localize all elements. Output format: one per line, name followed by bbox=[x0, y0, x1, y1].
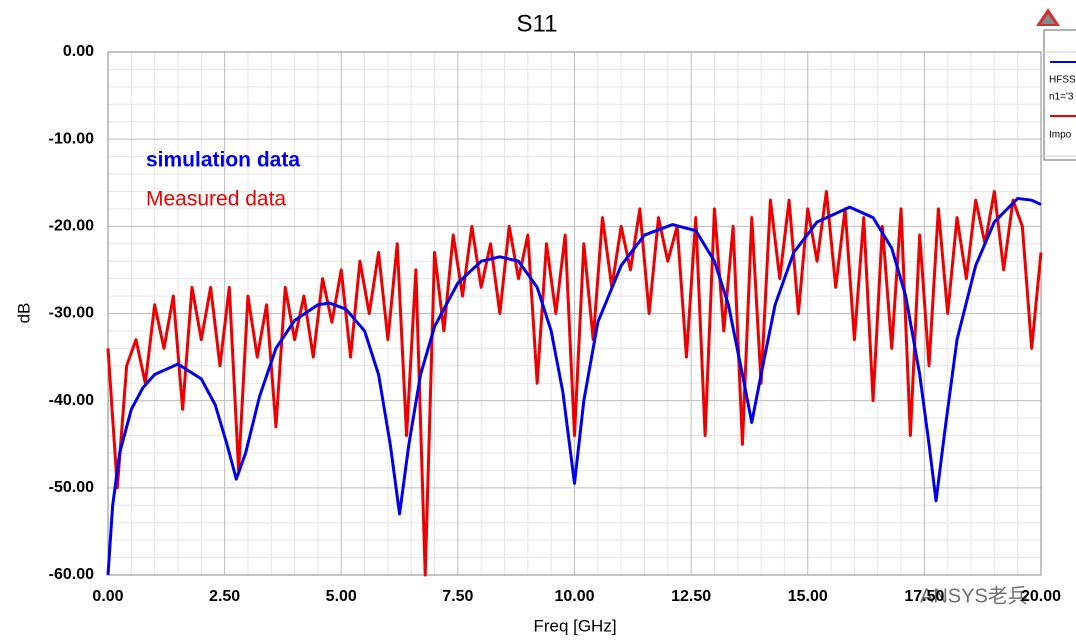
y-tick-label: -20.00 bbox=[49, 218, 94, 235]
legend-text: n1='3 bbox=[1049, 92, 1074, 103]
x-tick-label: 0.00 bbox=[92, 588, 123, 605]
annotation: simulation data bbox=[146, 149, 300, 172]
y-tick-label: -10.00 bbox=[49, 130, 94, 147]
watermark: ANSYS老兵 bbox=[920, 584, 1028, 607]
x-tick-label: 17.50 bbox=[904, 588, 944, 605]
series-line bbox=[106, 189, 1043, 577]
plot-frame bbox=[107, 51, 1042, 576]
x-tick-label: 7.50 bbox=[442, 588, 473, 605]
x-tick-label: 10.00 bbox=[554, 588, 594, 605]
x-tick-label: 20.00 bbox=[1021, 588, 1061, 605]
x-tick-label: 12.50 bbox=[671, 588, 711, 605]
logo bbox=[1036, 8, 1060, 26]
y-tick-label: 0.00 bbox=[63, 43, 94, 60]
x-tick-label: 15.00 bbox=[788, 588, 828, 605]
series-line bbox=[106, 196, 1042, 576]
legend-text: HFSS bbox=[1049, 75, 1076, 86]
chart-title: S11 bbox=[517, 10, 558, 37]
annotation: Measured data bbox=[146, 188, 286, 211]
y-tick-label: -40.00 bbox=[49, 392, 94, 409]
y-tick-label: -30.00 bbox=[49, 305, 94, 322]
y-tick-label: -50.00 bbox=[49, 479, 94, 496]
legend: HFSS n1='3 Impo bbox=[1039, 29, 1076, 161]
plot-area bbox=[106, 51, 1043, 577]
x-tick-label: 2.50 bbox=[209, 588, 240, 605]
x-tick-label: 5.00 bbox=[326, 588, 357, 605]
y-axis-label: dB bbox=[14, 303, 33, 324]
y-tick-label: -60.00 bbox=[49, 566, 94, 583]
x-axis-label: Freq [GHz] bbox=[533, 616, 616, 635]
legend-text: Impo bbox=[1049, 130, 1072, 141]
